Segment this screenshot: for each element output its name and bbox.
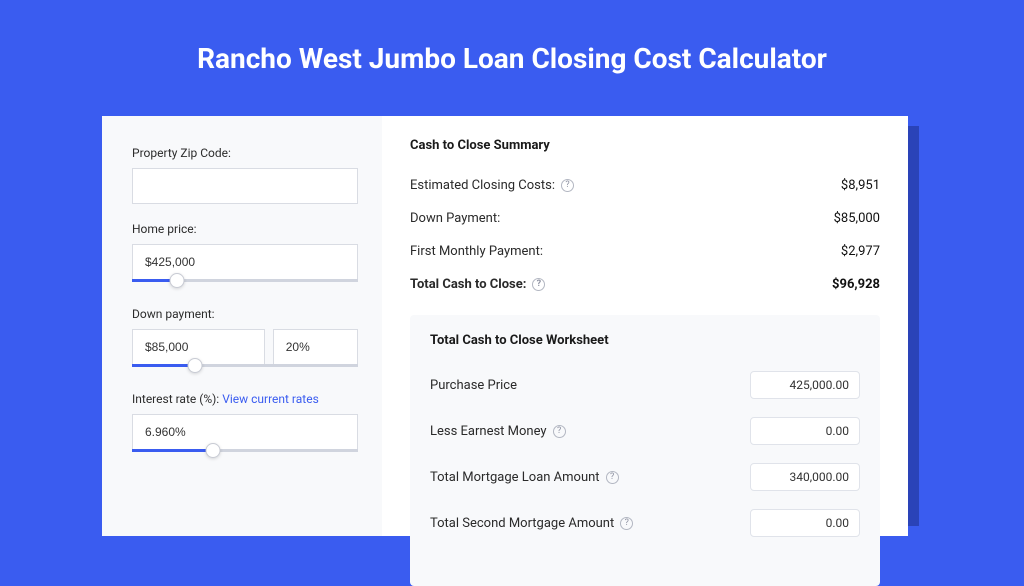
field-home-price: Home price: [132,222,358,289]
summary-row-value: $85,000 [834,211,880,226]
interest-input[interactable] [132,414,358,450]
view-rates-link[interactable]: View current rates [222,392,319,406]
label-text: Purchase Price [430,378,517,393]
interest-label-text: Interest rate (%): [132,392,222,406]
worksheet-title: Total Cash to Close Worksheet [430,333,860,348]
summary-row: First Monthly Payment: $2,977 [410,235,880,268]
page-title: Rancho West Jumbo Loan Closing Cost Calc… [0,0,1024,103]
zip-input[interactable] [132,168,358,204]
summary-row-label: Total Cash to Close:? [410,277,545,292]
summary-row-label: First Monthly Payment: [410,244,543,259]
down-payment-slider[interactable] [132,364,358,374]
summary-row: Down Payment: $85,000 [410,202,880,235]
label-text: Total Cash to Close: [410,277,526,292]
help-icon[interactable]: ? [606,471,619,484]
slider-fill [132,449,213,452]
slider-thumb[interactable] [170,273,185,288]
summary-row: Estimated Closing Costs:? $8,951 [410,169,880,202]
zip-label: Property Zip Code: [132,146,358,160]
label-text: Total Second Mortgage Amount [430,516,614,531]
worksheet-row-label: Total Second Mortgage Amount? [430,516,633,531]
label-text: Less Earnest Money [430,424,547,439]
field-interest: Interest rate (%): View current rates [132,392,358,459]
home-price-label: Home price: [132,222,358,236]
label-text: Estimated Closing Costs: [410,178,555,193]
down-payment-pct-input[interactable] [273,329,358,365]
worksheet-rows: Purchase Price 425,000.00 Less Earnest Mon… [430,362,860,546]
down-payment-label: Down payment: [132,307,358,321]
label-text: First Monthly Payment: [410,244,543,259]
help-icon[interactable]: ? [553,425,566,438]
results-panel: Cash to Close Summary Estimated Closing … [382,116,908,536]
worksheet-row-label: Less Earnest Money? [430,424,566,439]
worksheet-row: Purchase Price 425,000.00 [430,362,860,408]
interest-slider[interactable] [132,449,358,459]
summary-row: Total Cash to Close:? $96,928 [410,268,880,301]
slider-fill [132,364,195,367]
worksheet-row: Less Earnest Money? 0.00 [430,408,860,454]
interest-label: Interest rate (%): View current rates [132,392,358,406]
worksheet-row: Total Second Mortgage Amount? 0.00 [430,500,860,546]
help-icon[interactable]: ? [561,179,574,192]
summary-row-value: $2,977 [841,244,880,259]
home-price-input[interactable] [132,244,358,280]
summary-row-value: $8,951 [841,178,880,193]
summary-title: Cash to Close Summary [410,138,880,153]
worksheet-value-box[interactable]: 0.00 [750,417,860,445]
field-down-payment: Down payment: [132,307,358,374]
field-zip: Property Zip Code: [132,146,358,204]
summary-row-label: Down Payment: [410,211,500,226]
worksheet-row: Total Mortgage Loan Amount? 340,000.00 [430,454,860,500]
home-price-slider[interactable] [132,279,358,289]
summary-row-label: Estimated Closing Costs:? [410,178,574,193]
worksheet-value-box[interactable]: 425,000.00 [750,371,860,399]
worksheet-row-label: Purchase Price [430,378,517,393]
form-panel: Property Zip Code: Home price: Down paym… [102,116,382,536]
slider-thumb[interactable] [188,358,203,373]
summary-row-value: $96,928 [832,277,880,292]
summary-rows: Estimated Closing Costs:? $8,951 Down Paym… [410,169,880,301]
label-text: Total Mortgage Loan Amount [430,470,600,485]
help-icon[interactable]: ? [620,517,633,530]
label-text: Down Payment: [410,211,500,226]
worksheet-row-label: Total Mortgage Loan Amount? [430,470,619,485]
worksheet-panel: Total Cash to Close Worksheet Purchase P… [410,315,880,586]
slider-thumb[interactable] [206,443,221,458]
calculator-card: Property Zip Code: Home price: Down paym… [102,116,908,536]
worksheet-value-box[interactable]: 340,000.00 [750,463,860,491]
help-icon[interactable]: ? [532,278,545,291]
worksheet-value-box[interactable]: 0.00 [750,509,860,537]
